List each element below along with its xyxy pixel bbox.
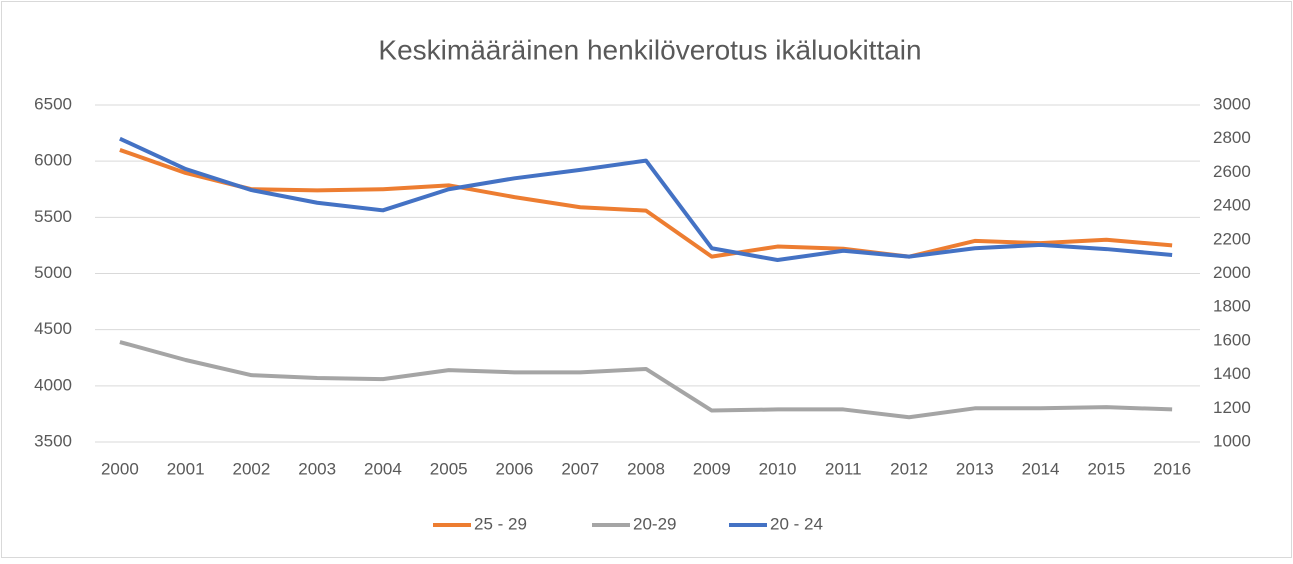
series-line <box>119 340 1173 420</box>
y2-tick-label: 2000 <box>1213 263 1251 282</box>
series-line <box>119 148 1173 259</box>
y-tick-label: 6500 <box>34 94 72 113</box>
y2-tick-label: 1800 <box>1213 297 1251 316</box>
y2-tick-label: 1000 <box>1213 431 1251 450</box>
x-tick-label: 2006 <box>496 459 534 478</box>
y-tick-label: 6000 <box>34 151 72 170</box>
x-tick-label: 2007 <box>561 459 599 478</box>
x-tick-label: 2015 <box>1087 459 1125 478</box>
y-tick-label: 4000 <box>34 375 72 394</box>
y2-tick-label: 2800 <box>1213 128 1251 147</box>
y2-tick-label: 3000 <box>1213 94 1251 113</box>
x-tick-label: 2005 <box>430 459 468 478</box>
x-tick-label: 2012 <box>890 459 928 478</box>
x-tick-label: 2004 <box>364 459 402 478</box>
chart-title: Keskimääräinen henkilöverotus ikäluokitt… <box>378 34 921 65</box>
legend-label: 20-29 <box>633 514 676 533</box>
y-tick-label: 3500 <box>34 431 72 450</box>
y-tick-label: 5000 <box>34 263 72 282</box>
y2-tick-label: 1200 <box>1213 398 1251 417</box>
legend-label: 25 - 29 <box>474 514 527 533</box>
y2-tick-label: 2600 <box>1213 162 1251 181</box>
x-tick-label: 2011 <box>825 459 862 478</box>
x-tick-label: 2013 <box>956 459 994 478</box>
x-tick-label: 2003 <box>298 459 336 478</box>
series-line <box>119 136 1173 263</box>
x-tick-label: 2014 <box>1022 459 1060 478</box>
x-tick-label: 2001 <box>167 459 205 478</box>
legend-label: 20 - 24 <box>770 514 823 533</box>
y2-tick-label: 1600 <box>1213 330 1251 349</box>
y-tick-label: 5500 <box>34 207 72 226</box>
y2-tick-label: 1400 <box>1213 364 1251 383</box>
y2-tick-label: 2200 <box>1213 229 1251 248</box>
x-tick-label: 2009 <box>693 459 731 478</box>
x-tick-label: 2008 <box>627 459 665 478</box>
y-tick-label: 4500 <box>34 319 72 338</box>
x-tick-label: 2010 <box>759 459 797 478</box>
x-tick-label: 2000 <box>101 459 139 478</box>
x-tick-label: 2002 <box>232 459 270 478</box>
x-tick-label: 2016 <box>1153 459 1191 478</box>
y2-tick-label: 2400 <box>1213 196 1251 215</box>
